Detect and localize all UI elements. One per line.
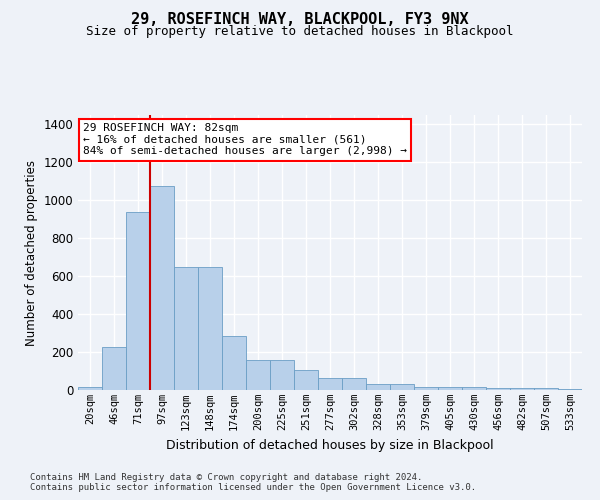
Text: Contains HM Land Registry data © Crown copyright and database right 2024.: Contains HM Land Registry data © Crown c… xyxy=(30,472,422,482)
Bar xyxy=(318,378,342,390)
Bar xyxy=(438,386,462,390)
Text: Size of property relative to detached houses in Blackpool: Size of property relative to detached ho… xyxy=(86,25,514,38)
X-axis label: Distribution of detached houses by size in Blackpool: Distribution of detached houses by size … xyxy=(166,438,494,452)
Bar xyxy=(126,212,150,390)
Y-axis label: Number of detached properties: Number of detached properties xyxy=(25,160,38,346)
Bar xyxy=(390,384,414,390)
Bar xyxy=(486,388,510,390)
Bar xyxy=(294,370,318,390)
Bar xyxy=(222,336,246,390)
Bar xyxy=(246,360,270,390)
Bar xyxy=(150,186,174,390)
Bar xyxy=(270,360,294,390)
Bar xyxy=(510,388,534,390)
Bar xyxy=(366,384,390,390)
Bar xyxy=(534,388,558,390)
Text: 29, ROSEFINCH WAY, BLACKPOOL, FY3 9NX: 29, ROSEFINCH WAY, BLACKPOOL, FY3 9NX xyxy=(131,12,469,28)
Bar xyxy=(462,386,486,390)
Bar xyxy=(342,378,366,390)
Text: 29 ROSEFINCH WAY: 82sqm
← 16% of detached houses are smaller (561)
84% of semi-d: 29 ROSEFINCH WAY: 82sqm ← 16% of detache… xyxy=(83,123,407,156)
Bar xyxy=(174,266,198,390)
Bar xyxy=(198,266,222,390)
Bar xyxy=(78,387,102,390)
Text: Contains public sector information licensed under the Open Government Licence v3: Contains public sector information licen… xyxy=(30,482,476,492)
Bar xyxy=(414,386,438,390)
Bar xyxy=(102,348,126,390)
Bar xyxy=(558,389,582,390)
